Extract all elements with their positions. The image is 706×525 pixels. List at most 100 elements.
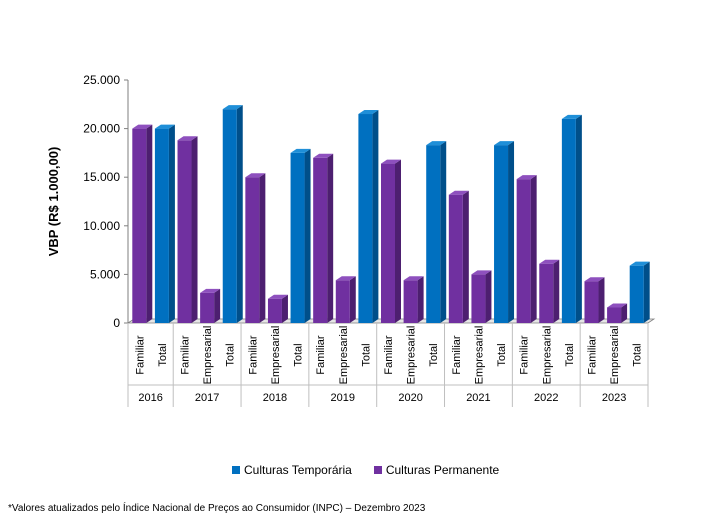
bar <box>448 194 463 323</box>
bar <box>222 109 237 323</box>
bar <box>177 140 192 323</box>
bar <box>516 179 531 323</box>
bar-top <box>381 159 401 164</box>
bar-side <box>485 270 492 323</box>
bar-top <box>539 259 560 264</box>
category-label: Total <box>225 343 237 366</box>
bar-side <box>395 159 401 323</box>
category-label: Familiar <box>247 335 259 374</box>
bar-side <box>349 276 356 323</box>
y-tick-label: 0 <box>113 316 120 330</box>
category-label: Empresarial <box>338 326 350 385</box>
bar-top <box>403 276 424 281</box>
legend-swatch-temporaria <box>232 466 240 474</box>
bar-side <box>372 110 379 324</box>
category-label: Total <box>428 343 440 366</box>
category-label: Familiar <box>586 335 598 374</box>
category-label: Familiar <box>315 335 327 374</box>
bar <box>426 145 441 323</box>
category-label: Empresarial <box>406 326 418 385</box>
legend: Culturas Temporária Culturas Permanente <box>232 463 499 477</box>
year-label: 2019 <box>331 392 355 404</box>
bar-side <box>462 190 469 323</box>
bar <box>267 298 282 323</box>
bar-side <box>214 288 221 323</box>
legend-label-temporaria: Culturas Temporária <box>244 463 352 477</box>
y-tick-label: 20.000 <box>83 122 120 136</box>
bar-top <box>200 288 221 293</box>
legend-swatch-permanente <box>373 466 382 474</box>
bar-top <box>607 303 628 308</box>
bar-top <box>629 261 650 266</box>
bar <box>584 281 599 323</box>
y-tick-label: 15.000 <box>83 170 120 184</box>
bar-top <box>516 175 537 180</box>
year-label: 2022 <box>534 392 558 404</box>
category-label: Empresarial <box>473 326 485 385</box>
bar-top <box>290 148 311 153</box>
bar-top <box>154 124 175 129</box>
category-label: Empresarial <box>270 326 282 385</box>
bar-top <box>471 270 492 275</box>
bar-side <box>643 261 650 323</box>
year-label: 2017 <box>195 392 219 404</box>
bar-top <box>245 173 266 178</box>
legend-label-permanente: Culturas Permanente <box>385 463 500 477</box>
category-label: Familiar <box>134 335 146 374</box>
bar-top <box>448 190 469 195</box>
bar-top <box>561 114 582 119</box>
bar <box>290 152 305 323</box>
bar-side <box>575 114 582 323</box>
year-label: 2021 <box>466 392 490 404</box>
bar-side <box>417 276 424 323</box>
bar <box>629 265 644 323</box>
bar-side <box>553 259 560 323</box>
category-label: Familiar <box>519 335 531 374</box>
bar-top <box>584 277 605 282</box>
bar <box>358 114 373 324</box>
bar-top <box>132 124 153 129</box>
category-label: Empresarial <box>609 326 621 385</box>
bar <box>561 118 576 323</box>
bar <box>245 177 260 323</box>
bar <box>607 307 622 323</box>
legend-item-temporaria: Culturas Temporária <box>232 463 352 477</box>
category-label: Total <box>496 343 508 366</box>
bar <box>381 163 395 323</box>
category-label: Total <box>632 343 644 366</box>
bar-side <box>236 105 243 323</box>
bar-side <box>530 175 537 323</box>
bar-top <box>267 294 288 299</box>
legend-item-permanente: Culturas Permanente <box>373 463 500 477</box>
bar-side <box>440 141 447 323</box>
footnote: *Valores atualizados pelo Índice Naciona… <box>8 503 426 514</box>
bar <box>200 292 215 323</box>
year-label: 2018 <box>263 392 287 404</box>
bar-side <box>304 148 311 323</box>
category-label: Empresarial <box>202 326 214 385</box>
bar-side <box>259 173 266 323</box>
bar-top <box>358 110 379 115</box>
year-label: 2016 <box>138 392 162 404</box>
bar <box>132 128 147 323</box>
bar-side <box>168 124 175 323</box>
bar-top <box>494 141 515 146</box>
bar-top <box>335 276 356 281</box>
bar <box>494 145 509 323</box>
bar-top <box>426 141 447 146</box>
category-label: Empresarial <box>541 326 553 385</box>
year-label: 2023 <box>602 392 626 404</box>
bar-chart: 0 5.000 10.000 15.000 20.000 25.000 VBP (R$ 1.… <box>46 73 656 407</box>
category-label: Familiar <box>451 335 463 374</box>
bar-side <box>508 141 515 323</box>
y-axis-label: VBP (R$ 1.000,00) <box>46 147 61 257</box>
bar <box>154 128 169 323</box>
bar-side <box>146 124 153 323</box>
y-tick-label: 10.000 <box>83 219 120 233</box>
category-label: Total <box>360 343 372 366</box>
bar-side <box>191 136 198 323</box>
category-label: Total <box>564 343 576 366</box>
bar <box>403 280 418 323</box>
bar-top <box>177 136 198 141</box>
y-tick-label: 25.000 <box>83 73 120 87</box>
